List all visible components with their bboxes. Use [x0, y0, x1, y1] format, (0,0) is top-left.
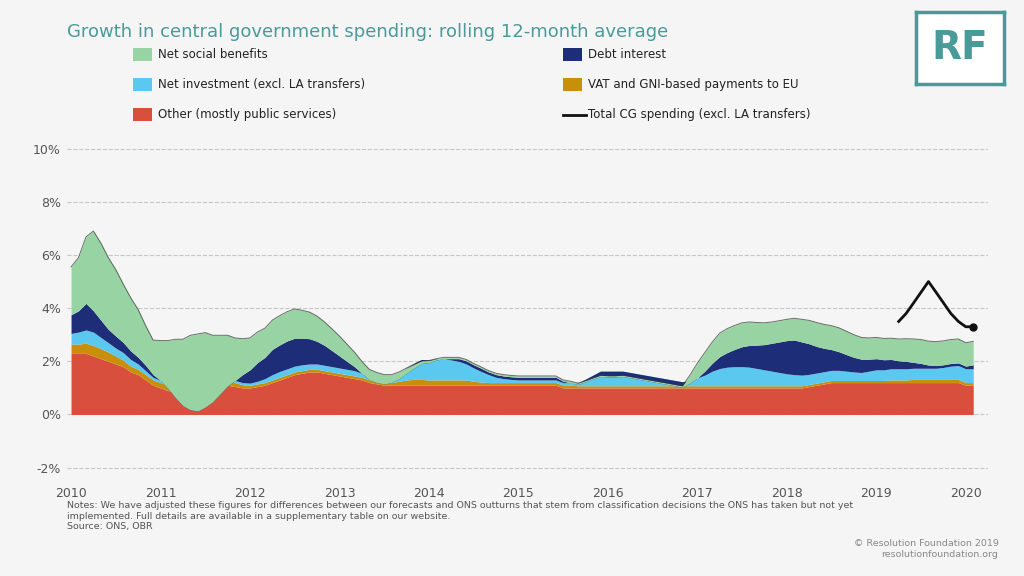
Text: Notes: We have adjusted these figures for differences between our forecasts and : Notes: We have adjusted these figures fo…	[67, 501, 853, 531]
Text: © Resolution Foundation 2019
resolutionfoundation.org: © Resolution Foundation 2019 resolutionf…	[854, 539, 998, 559]
Text: RF: RF	[932, 29, 988, 66]
Text: Debt interest: Debt interest	[588, 48, 666, 61]
Text: Total CG spending (excl. LA transfers): Total CG spending (excl. LA transfers)	[588, 108, 810, 121]
Text: Net social benefits: Net social benefits	[158, 48, 267, 61]
Text: VAT and GNI-based payments to EU: VAT and GNI-based payments to EU	[588, 78, 799, 91]
Text: Growth in central government spending: rolling 12-month average: Growth in central government spending: r…	[67, 23, 668, 41]
Text: Net investment (excl. LA transfers): Net investment (excl. LA transfers)	[158, 78, 365, 91]
Text: Other (mostly public services): Other (mostly public services)	[158, 108, 336, 121]
